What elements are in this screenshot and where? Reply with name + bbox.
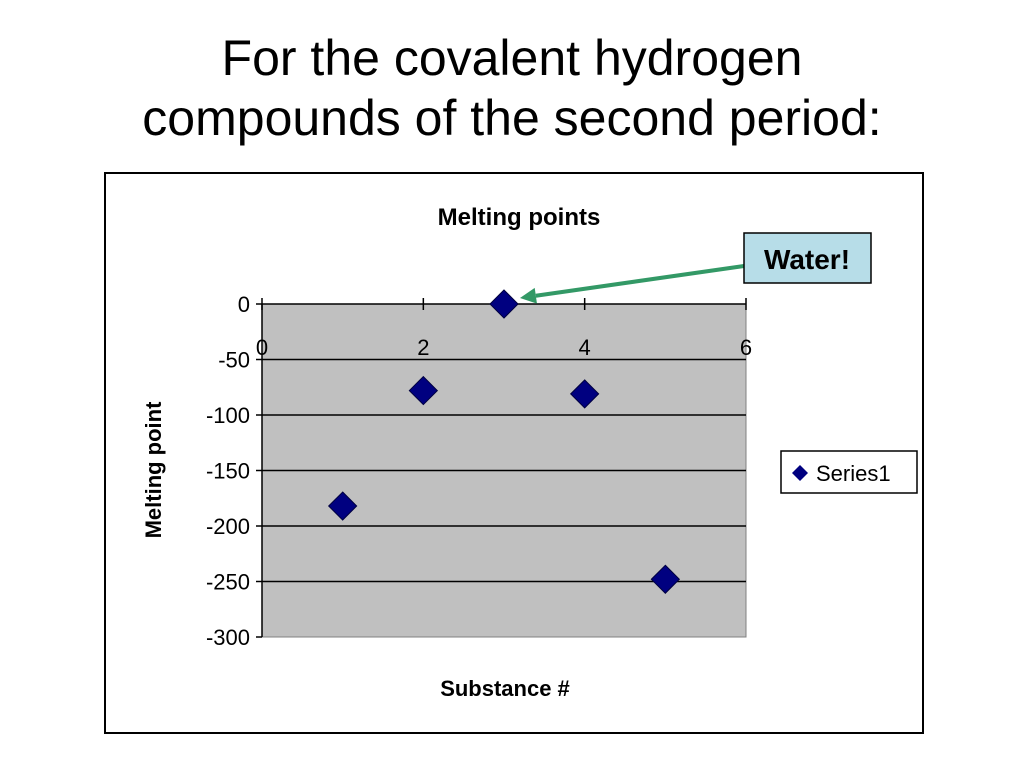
data-points (327, 289, 681, 594)
annotation-box (743, 232, 872, 284)
legend-marker-diamond (792, 465, 808, 481)
y-tick-label: 0 (238, 292, 250, 317)
x-axis-label: Substance # (440, 676, 570, 701)
chart-frame: Melting points 0 -50 -100 -150 -200 -250 -300 0… (104, 172, 924, 734)
y-tick-label: -300 (206, 625, 250, 650)
slide-title: For the covalent hydrogen compounds of t… (0, 28, 1024, 148)
gridlines (261, 303, 747, 638)
annotation-text: Water! (764, 244, 850, 275)
y-tick-label: -100 (206, 403, 250, 428)
data-point (650, 564, 681, 594)
y-tick-label: -200 (206, 514, 250, 539)
y-axis-label: Melting point (141, 401, 166, 539)
legend: Series1 (780, 450, 918, 494)
legend-series-name: Series1 (816, 461, 891, 486)
data-point (489, 289, 519, 319)
annotation-arrowhead (520, 287, 537, 304)
chart-title: Melting points (438, 204, 601, 231)
x-tick-label: 6 (740, 335, 752, 360)
y-tick-label: -250 (206, 570, 250, 595)
x-tick-label: 4 (579, 335, 591, 360)
data-point (569, 379, 600, 409)
slide-title-line-1: For the covalent hydrogen (221, 30, 803, 86)
data-point (327, 491, 358, 521)
annotation: Water! (520, 232, 872, 304)
y-tick-label: -150 (206, 459, 250, 484)
data-point (408, 375, 439, 406)
x-tick-label: 2 (417, 335, 429, 360)
x-tick-label: 0 (256, 335, 268, 360)
slide-title-line-2: compounds of the second period: (142, 90, 882, 146)
y-tick-label: -50 (218, 348, 250, 373)
melting-points-chart: Melting points 0-50-100-150-200-250-3000… (141, 204, 918, 701)
annotation-arrow (535, 264, 745, 298)
